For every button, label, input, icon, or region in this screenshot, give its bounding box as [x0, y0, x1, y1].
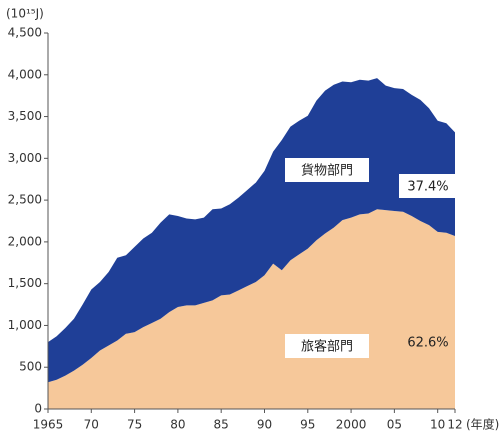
- y-tick-label: 500: [19, 360, 42, 374]
- x-tick-label: 12: [447, 418, 462, 432]
- y-tick-label: 4,500: [8, 26, 42, 40]
- y-tick-label: 2,500: [8, 193, 42, 207]
- series-label: 貨物部門: [301, 163, 353, 179]
- y-tick-label: 3,000: [8, 151, 42, 165]
- x-tick-label: 2000: [336, 418, 367, 432]
- annotation-box: [399, 174, 457, 198]
- area: [48, 209, 455, 409]
- series-label: 旅客部門: [301, 339, 353, 355]
- area: [48, 78, 455, 383]
- x-axis-label: (年度): [466, 417, 499, 432]
- x-tick-label: 95: [300, 418, 315, 432]
- y-tick-label: 3,500: [8, 109, 42, 123]
- y-tick-label: 1,500: [8, 276, 42, 290]
- annotation: 62.6%: [407, 336, 448, 351]
- x-tick-label: 85: [214, 418, 229, 432]
- label-box: [285, 158, 369, 182]
- y-unit: (10¹⁵J): [6, 7, 44, 21]
- x-tick-label: 70: [84, 418, 99, 432]
- x-tick-label: 1965: [33, 418, 64, 432]
- y-tick-label: 2,000: [8, 234, 42, 248]
- x-tick-label: 90: [257, 418, 272, 432]
- x-tick-label: 75: [127, 418, 142, 432]
- label-box: [285, 334, 369, 358]
- y-tick-label: 0: [34, 402, 42, 416]
- x-tick-label: 05: [387, 418, 402, 432]
- x-tick-label: 80: [170, 418, 185, 432]
- annotation: 37.4%: [407, 180, 448, 195]
- y-tick-label: 4,000: [8, 67, 42, 81]
- y-tick-label: 1,000: [8, 318, 42, 332]
- x-tick-label: 10: [430, 418, 445, 432]
